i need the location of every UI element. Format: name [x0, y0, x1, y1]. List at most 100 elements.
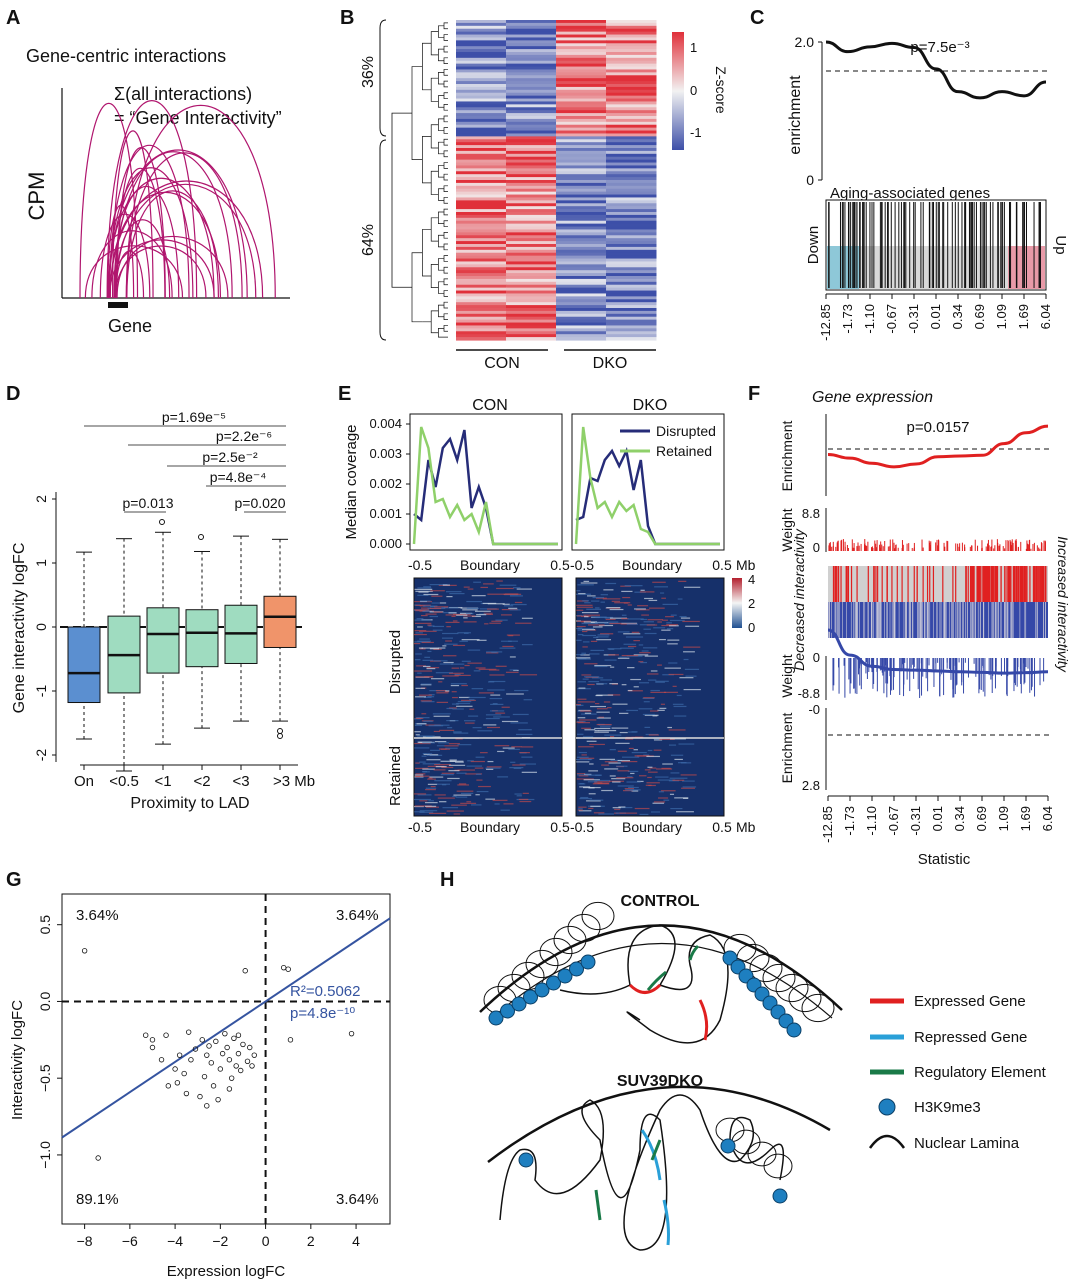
heatmap-cell	[456, 244, 507, 248]
heatmap-cell	[456, 270, 507, 274]
heatmap-signal	[430, 607, 442, 610]
heatmap-cell	[606, 223, 657, 228]
heatmap-signal	[577, 629, 583, 631]
heatmap-signal	[465, 722, 475, 724]
heatmap-signal	[643, 754, 650, 756]
heatmap-cell	[506, 308, 557, 312]
heatmap-signal	[638, 708, 653, 710]
dko-h3k9me3-bead	[772, 1188, 788, 1204]
heatmap-cell	[456, 209, 507, 213]
heatmap-signal	[419, 605, 426, 607]
heatmap-signal	[417, 640, 431, 642]
heatmap-signal	[582, 678, 589, 680]
heatmap-signal	[627, 604, 632, 606]
heatmap-cell	[456, 287, 507, 292]
heatmap-signal	[433, 715, 450, 717]
heatmap-signal	[489, 674, 505, 676]
heatmap-signal	[619, 656, 627, 658]
h3k9me3-bead	[786, 1022, 802, 1038]
scatter-point	[208, 1060, 214, 1066]
heatmap-cell	[556, 92, 607, 97]
heatmap-signal	[447, 727, 453, 729]
heatmap-signal	[646, 755, 660, 758]
heatmap-cell	[456, 145, 507, 149]
heatmap-signal	[685, 625, 700, 627]
heatmap-cell	[506, 226, 557, 231]
scatter-point	[215, 1096, 221, 1103]
heatmap-signal	[460, 792, 474, 795]
heatmap-signal	[582, 630, 588, 633]
heatmap-signal	[502, 645, 514, 648]
x-tick-label: Boundary	[622, 557, 682, 573]
heatmap-signal	[677, 762, 687, 764]
heatmap-signal	[580, 654, 590, 656]
heatmap-signal	[414, 659, 421, 661]
heatmap-cell	[506, 185, 557, 190]
heatmap-signal	[576, 593, 592, 595]
heatmap-cell	[456, 281, 507, 286]
scatter-point	[185, 1029, 192, 1035]
heatmap-signal	[668, 673, 684, 676]
heatmap-signal	[607, 648, 622, 650]
heatmap-signal	[516, 795, 522, 797]
heatmap-cell	[556, 209, 607, 213]
dendrogram-branch	[443, 162, 448, 169]
heatmap-cell	[606, 168, 657, 172]
dendrogram-branch	[430, 124, 439, 149]
chromatin-loop	[749, 953, 783, 983]
heatmap-cell	[506, 278, 557, 283]
heatmap-signal	[622, 790, 633, 792]
heatmap-signal	[648, 679, 657, 681]
heatmap-signal	[641, 614, 649, 616]
heatmap-cell	[506, 20, 557, 24]
heatmap-signal	[669, 619, 685, 622]
heatmap-signal	[455, 796, 468, 798]
heatmap-signal	[421, 701, 435, 703]
heatmap-cell	[606, 255, 657, 260]
heatmap-cell	[606, 20, 657, 24]
scatter-point	[192, 1046, 199, 1052]
heatmap-signal	[576, 625, 586, 628]
heatmap-signal	[633, 640, 640, 642]
heatmap-cell	[606, 270, 657, 274]
heatmap-signal	[521, 746, 534, 748]
heatmap-signal	[615, 742, 630, 744]
heatmap-cell	[556, 171, 607, 175]
heatmap-cell	[506, 95, 557, 100]
heatmap-signal	[414, 774, 424, 776]
heatmap-signal	[627, 770, 639, 773]
heatmap-cell	[456, 86, 507, 91]
heatmap-signal	[447, 777, 460, 780]
heatmap-cell	[456, 78, 507, 82]
heatmap-signal	[578, 709, 591, 712]
heatmap-cell	[606, 197, 657, 201]
pvalue-label: p=2.5e⁻²	[202, 449, 258, 465]
panel-d-boxplots	[67, 519, 297, 772]
heatmap-signal	[425, 613, 437, 615]
heatmap-signal	[487, 760, 494, 763]
x-tick-label: -0.5	[570, 557, 594, 573]
interaction-arc	[99, 213, 151, 299]
panel-a-formula-line2: = “Gene Interactivity”	[114, 108, 282, 128]
panel-f-weight-top-bars	[828, 539, 1046, 551]
x-tick-label: 4	[352, 1233, 360, 1249]
y-tick-label: 0.0	[37, 992, 53, 1012]
x-tick-label: 1.09	[994, 304, 1009, 329]
heatmap-cell	[606, 116, 657, 120]
heatmap-cell	[506, 273, 557, 277]
heatmap-signal	[581, 754, 587, 756]
heatmap-signal	[598, 624, 614, 627]
heatmap-cell	[606, 150, 657, 155]
heatmap-signal	[428, 812, 447, 814]
heatmap-signal	[448, 672, 464, 674]
heatmap-cell	[606, 203, 657, 207]
heatmap-signal	[418, 694, 432, 696]
scatter-point	[142, 1032, 149, 1038]
heatmap-signal	[425, 735, 433, 738]
panel-e-col-con: CON	[472, 397, 508, 414]
dko-lamina	[487, 1085, 831, 1163]
heatmap-signal	[650, 689, 660, 692]
dendrogram-branch	[443, 57, 448, 64]
heatmap-signal	[471, 688, 484, 690]
heatmap-signal	[509, 669, 518, 671]
